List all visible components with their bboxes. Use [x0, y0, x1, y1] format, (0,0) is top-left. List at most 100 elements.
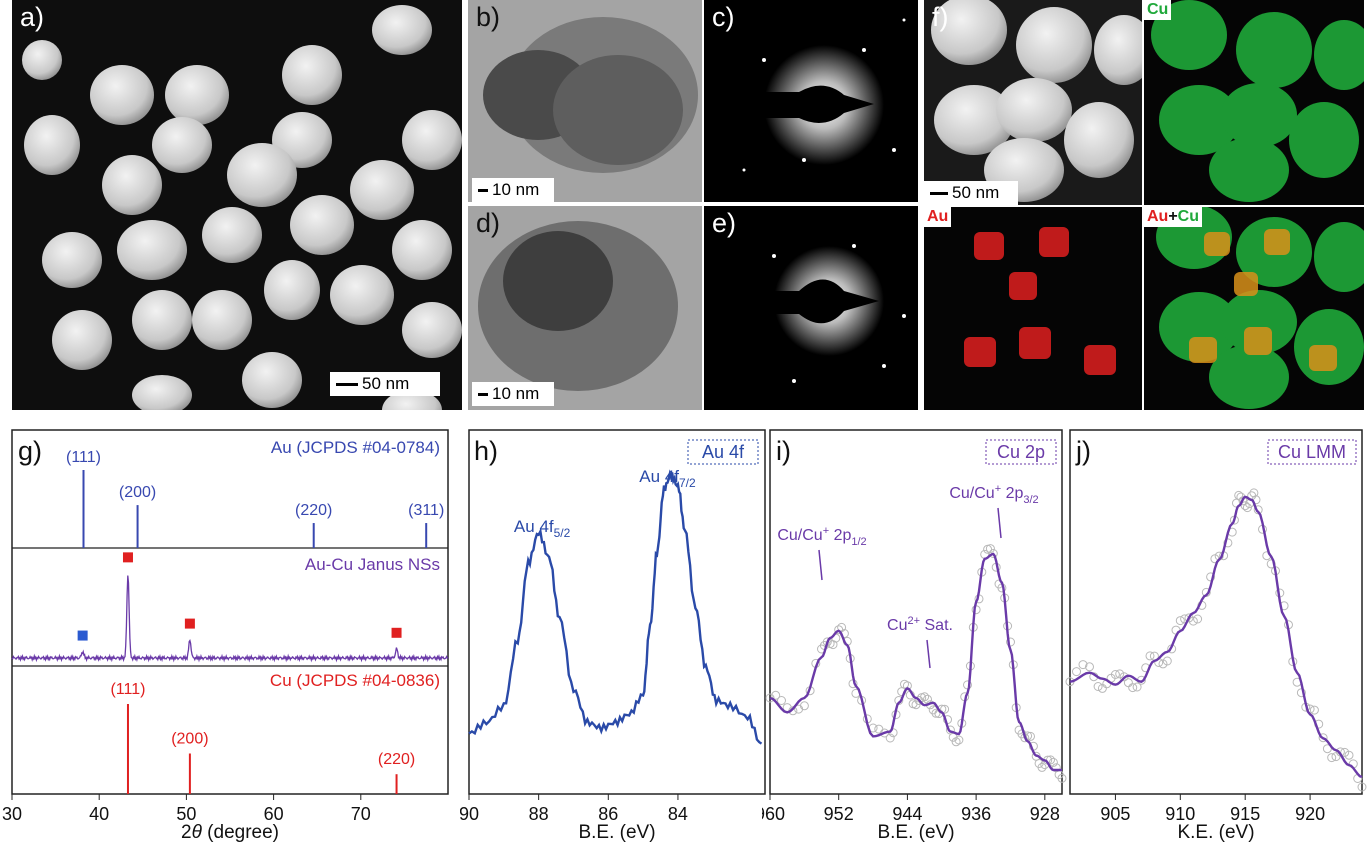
cu2p-tag-box [985, 439, 1057, 465]
xrd-x-tick-label: 30 [2, 804, 22, 824]
x-tick-label: 960 [762, 804, 785, 824]
au4f-plot-frame [468, 429, 766, 795]
data-point [1162, 656, 1172, 666]
data-point [1344, 750, 1354, 760]
x-tick-label: 915 [1230, 804, 1260, 824]
data-point [1128, 683, 1138, 693]
data-point [777, 696, 786, 705]
culmm-plot-frame [1069, 429, 1363, 795]
x-tick-label: 90 [460, 804, 479, 824]
panel-f-au-map: Au [924, 207, 1142, 410]
data-point [1037, 762, 1047, 772]
data-point [1188, 616, 1198, 626]
data-point [1110, 670, 1120, 679]
data-point [988, 549, 998, 558]
panel-label-c: c) [712, 2, 735, 32]
panel-f-cu-map: Cu [1144, 0, 1364, 205]
data-point [1175, 616, 1185, 626]
data-point [1123, 678, 1133, 688]
diffraction-pattern-c [704, 18, 906, 172]
au-map-label: Au [924, 207, 952, 227]
panel-label-j: j) [1075, 436, 1091, 466]
data-point [1322, 744, 1332, 754]
peak-annotation: Cu/Cu+ 2p1/2 [777, 525, 866, 548]
cu-ref-name: Cu (JCPDS #04-0836) [270, 671, 440, 690]
overlay-cu-text: Cu [1177, 208, 1199, 225]
fit-line [1069, 495, 1363, 779]
au4f-chart: h) Au 4f 90 88 86 84 Au 4f5/2 Au 4f7/2 B.E. (… [460, 429, 766, 843]
data-point [885, 733, 895, 743]
culmm-tag-box [1267, 439, 1357, 465]
cu-map-blobs [1151, 0, 1364, 202]
au-ref-peak-label: (220) [295, 502, 332, 519]
scale-bar-f: 50 nm [924, 181, 1018, 205]
x-tick-label: 944 [892, 804, 922, 824]
janus-peak-marker [77, 630, 88, 641]
janus-name: Au-Cu Janus NSs [305, 555, 440, 574]
data-point [1132, 682, 1142, 692]
data-point [1057, 773, 1067, 783]
au-ref-name: Au (JCPDS #04-0784) [271, 438, 440, 457]
cu2p-tag: Cu 2p [997, 442, 1045, 462]
fit-line [769, 552, 1062, 772]
au-ref-peak-label: (311) [408, 502, 444, 519]
panel-e-saed-image: e) [704, 206, 918, 410]
data-point [940, 704, 950, 714]
data-point [931, 708, 941, 718]
xrd-x-tick-label: 40 [89, 804, 109, 824]
au4f-tag: Au 4f [702, 442, 745, 462]
annotation-pointer [818, 549, 823, 581]
panel-label-i: i) [776, 436, 791, 466]
data-point [1223, 538, 1233, 548]
overlay-plus-text: + [1168, 208, 1178, 225]
data-point [799, 701, 809, 711]
data-point [1072, 667, 1081, 677]
xrd-chart: g) Au (JCPDS #04-0784) Au-Cu Janus NSs C… [2, 429, 449, 843]
scale-text-f: 50 nm [952, 183, 1000, 202]
fit-line [468, 469, 763, 745]
panel-label-b: b) [476, 2, 501, 32]
data-point [1206, 572, 1216, 582]
janus-pattern-line [11, 575, 449, 663]
overlay-map-label: Au+Cu [1144, 207, 1202, 227]
nanoparticle-blobs [22, 5, 462, 410]
data-point [1078, 660, 1088, 670]
cu-ref-peak-label: (220) [378, 751, 415, 768]
peak-label: Au 4f5/2 [514, 517, 571, 540]
data-point [874, 724, 884, 734]
panel-f-haadf-image: f) 50 nm [924, 0, 1142, 205]
data-point [954, 735, 964, 745]
cu2p-plot-frame [769, 429, 1063, 795]
data-point [837, 622, 847, 632]
x-tick-label: 920 [1295, 804, 1325, 824]
annotation-pointer [926, 639, 931, 669]
cu2p-chart: i) Cu 2p 960 952 944 936 928 Cu/Cu+ 2p1/2 Cu2+… [762, 429, 1067, 843]
x-tick-label: 905 [1100, 804, 1130, 824]
haadf-particles [931, 0, 1142, 202]
panel-a-sem-image: a) 50 nm [12, 0, 462, 410]
data-point [1093, 682, 1103, 691]
panel-label-d: d) [476, 208, 501, 238]
data-point [1048, 757, 1058, 767]
panel-label-e: e) [712, 208, 737, 238]
data-point [1006, 637, 1015, 647]
data-point [1240, 501, 1250, 511]
cu-ref-peak-label: (200) [171, 731, 208, 748]
data-point [1145, 651, 1155, 661]
culmm-chart: j) Cu LMM 905 910 915 920 K.E. (eV) [1065, 429, 1367, 843]
au-map-blobs [964, 227, 1116, 375]
janus-peak-marker [184, 618, 195, 629]
annotation-pointer [997, 507, 1002, 539]
scale-text-a: 50 nm [362, 374, 410, 393]
xrd-x-tick-label: 50 [176, 804, 196, 824]
panel-d-tem-image: d) 10 nm [468, 206, 702, 410]
scale-bar-d: 10 nm [472, 382, 554, 406]
x-tick-label: 88 [529, 804, 549, 824]
data-point [985, 544, 995, 554]
data-point [1249, 488, 1259, 498]
culmm-tag: Cu LMM [1278, 442, 1346, 462]
cu-ref-peak-label: (111) [110, 681, 145, 698]
au-ref-peak-label: (111) [66, 449, 101, 466]
panel-f-overlay-map: Au+Cu [1144, 207, 1364, 410]
culmm-x-axis-label: K.E. (eV) [1177, 822, 1254, 843]
